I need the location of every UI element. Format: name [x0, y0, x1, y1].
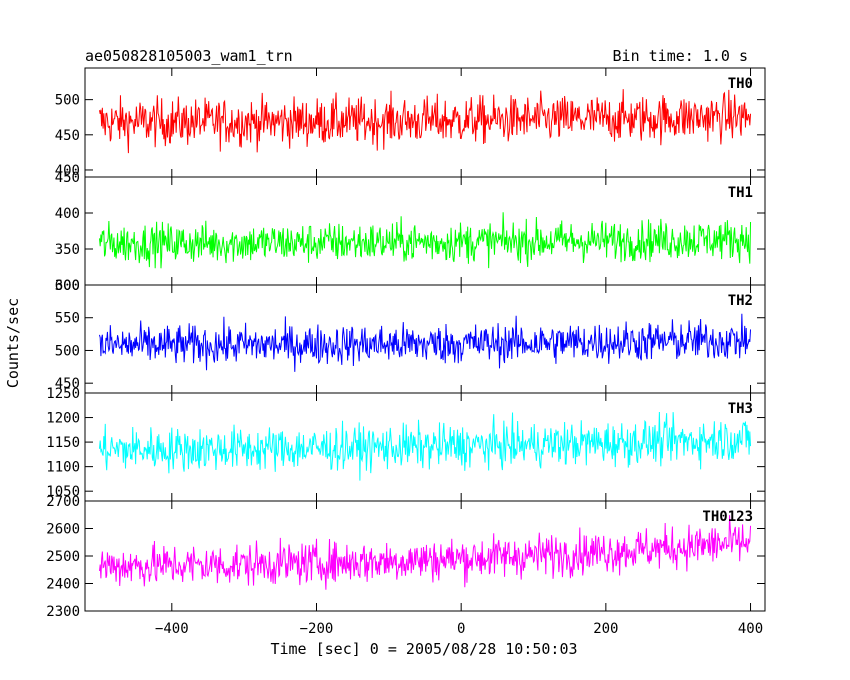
panel-label-th1: TH1: [728, 185, 753, 201]
y-tick-label: 400: [55, 206, 80, 222]
panels-group: 400450500TH0300350400450TH1450500550600T…: [46, 67, 766, 637]
y-tick-label: 1050: [46, 484, 80, 500]
x-tick-label: −400: [155, 621, 189, 637]
y-tick-label: 2300: [46, 604, 80, 620]
y-tick-label: 2600: [46, 522, 80, 538]
x-tick-label: 400: [738, 621, 763, 637]
y-tick-label: 500: [55, 93, 80, 109]
y-tick-label: 2500: [46, 549, 80, 565]
x-tick-label: 200: [593, 621, 618, 637]
y-tick-label: 1100: [46, 460, 80, 476]
y-tick-label: 350: [55, 242, 80, 258]
y-tick-label: 500: [55, 343, 80, 359]
panel-label-th0: TH0: [728, 76, 753, 92]
x-tick-label: −200: [300, 621, 334, 637]
x-axis-title: Time [sec] 0 = 2005/08/28 10:50:03: [270, 640, 577, 658]
series-line-th0: [98, 89, 752, 154]
y-tick-label: 600: [55, 278, 80, 294]
y-tick-label: 1250: [46, 386, 80, 402]
y-tick-label: 1200: [46, 411, 80, 427]
series-line-th3: [98, 412, 752, 481]
y-tick-label: 450: [55, 128, 80, 144]
y-axis-title: Counts/sec: [4, 298, 22, 388]
series-line-th0123: [98, 515, 752, 590]
y-tick-label: 550: [55, 311, 80, 327]
chart-title: ae050828105003_wam1_trn: [85, 47, 293, 65]
panel-label-th3: TH3: [728, 401, 753, 417]
bin-time-label: Bin time: 1.0 s: [613, 47, 748, 65]
series-line-th1: [98, 212, 752, 269]
y-tick-label: 450: [55, 170, 80, 186]
y-tick-label: 1150: [46, 435, 80, 451]
panel-label-th0123: TH0123: [702, 509, 753, 525]
panel-frame-th1: [84, 176, 766, 286]
panel-label-th2: TH2: [728, 293, 753, 309]
x-tick-label: 0: [457, 621, 465, 637]
y-tick-label: 450: [55, 376, 80, 392]
y-tick-label: 300: [55, 278, 80, 294]
y-tick-label: 400: [55, 163, 80, 179]
series-line-th2: [98, 313, 752, 372]
y-tick-label: 2700: [46, 494, 80, 510]
y-tick-label: 2400: [46, 577, 80, 593]
